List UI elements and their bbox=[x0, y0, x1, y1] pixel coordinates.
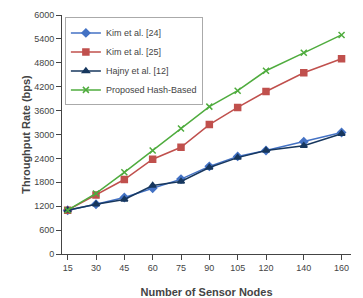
svg-text:2400: 2400 bbox=[34, 154, 54, 164]
svg-text:Kim et al. [25]: Kim et al. [25] bbox=[106, 47, 161, 57]
svg-text:45: 45 bbox=[119, 263, 129, 273]
svg-text:Throughput Rate (bps): Throughput Rate (bps) bbox=[20, 75, 32, 194]
svg-text:4200: 4200 bbox=[34, 82, 54, 92]
svg-text:105: 105 bbox=[230, 263, 245, 273]
svg-text:30: 30 bbox=[91, 263, 101, 273]
svg-text:Kim et al. [24]: Kim et al. [24] bbox=[106, 28, 161, 38]
svg-text:0: 0 bbox=[49, 249, 54, 259]
svg-text:160: 160 bbox=[334, 263, 349, 273]
svg-text:3600: 3600 bbox=[34, 106, 54, 116]
svg-text:Number of Sensor Nodes: Number of Sensor Nodes bbox=[140, 286, 272, 298]
svg-text:1200: 1200 bbox=[34, 201, 54, 211]
svg-text:15: 15 bbox=[63, 263, 73, 273]
svg-text:120: 120 bbox=[258, 263, 273, 273]
svg-text:90: 90 bbox=[204, 263, 214, 273]
svg-text:5400: 5400 bbox=[34, 34, 54, 44]
svg-text:Hajny et al. [12]: Hajny et al. [12] bbox=[106, 66, 169, 76]
svg-text:6000: 6000 bbox=[34, 10, 54, 20]
svg-text:Proposed Hash-Based: Proposed Hash-Based bbox=[106, 85, 197, 95]
svg-text:3000: 3000 bbox=[34, 130, 54, 140]
svg-text:1800: 1800 bbox=[34, 177, 54, 187]
svg-text:60: 60 bbox=[148, 263, 158, 273]
svg-text:600: 600 bbox=[39, 225, 54, 235]
svg-text:4800: 4800 bbox=[34, 58, 54, 68]
svg-text:140: 140 bbox=[296, 263, 311, 273]
svg-text:75: 75 bbox=[176, 263, 186, 273]
